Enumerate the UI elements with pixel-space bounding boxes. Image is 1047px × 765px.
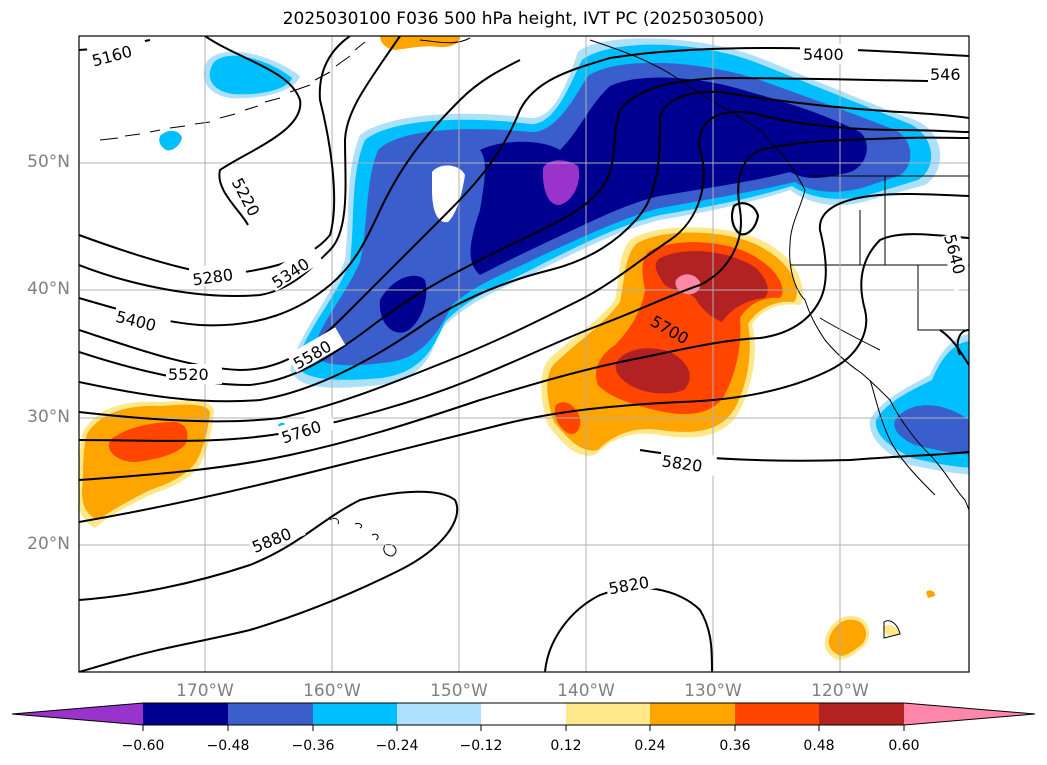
lon-tick-label: 130°W [684,681,742,701]
colorbar-tick-label: 0.12 [550,738,582,754]
colorbar-tick-label: −0.36 [291,738,335,754]
colorbar-over-arrow [904,703,1035,725]
lon-tick-label: 120°W [811,681,869,701]
colorbar-segment [481,703,566,725]
colorbar [11,702,1036,731]
lat-tick-label: 20°N [27,534,70,554]
map-title: 2025030100 F036 500 hPa height, IVT PC (… [282,9,765,29]
contour-label: 546 [930,65,961,84]
lon-tick-label: 140°W [557,681,615,701]
colorbar-tick-label: −0.48 [206,738,250,754]
positive-ivt-region [79,36,936,660]
colorbar-tick-label: 0.60 [888,738,920,754]
colorbar-tick-label: 0.24 [634,738,666,754]
coastlines [99,37,969,639]
colorbar-segment [143,703,228,725]
contour-label: 5520 [168,365,209,384]
colorbar-tick-label: −0.12 [459,738,503,754]
lon-tick-label: 160°W [303,681,361,701]
colorbar-segment [735,703,819,725]
colorbar-segment [819,703,904,725]
lat-tick-label: 30°N [27,407,70,427]
map-plot-area: 5160 5220 5280 5340 5400 5400 546 5520 5… [79,36,969,672]
map-frame [78,35,970,673]
colorbar-segment [397,703,481,725]
colorbar-segment [566,703,650,725]
lon-tick-label: 170°W [176,681,234,701]
lat-tick-label: 40°N [27,279,70,299]
colorbar-segment [650,703,735,725]
colorbar-under-arrow [12,703,143,725]
colorbar-segment [313,703,397,725]
lon-tick-label: 150°W [430,681,488,701]
contour-label: 5400 [803,45,844,64]
colorbar-tick-label: −0.24 [375,738,419,754]
colorbar-tick-label: 0.48 [803,738,835,754]
colorbar-tick-label: 0.36 [719,738,751,754]
colorbar-segment [228,703,313,725]
colorbar-tick-label: −0.60 [121,738,165,754]
lat-tick-label: 50°N [27,152,70,172]
borders [790,175,969,351]
